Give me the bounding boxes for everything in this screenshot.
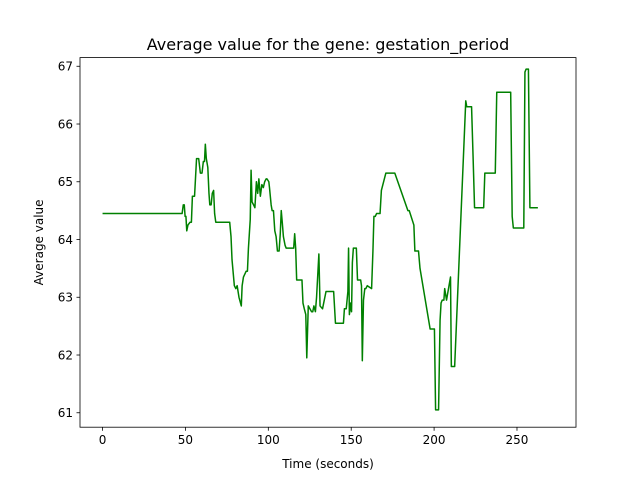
x-tick-label: 100 xyxy=(257,433,280,447)
x-tick-label: 150 xyxy=(340,433,363,447)
x-tick-label: 50 xyxy=(178,433,193,447)
chart-title: Average value for the gene: gestation_pe… xyxy=(147,35,510,55)
y-tick-label: 66 xyxy=(58,117,73,131)
y-tick-label: 62 xyxy=(58,348,73,362)
x-tick-label: 200 xyxy=(423,433,446,447)
x-tick-label: 250 xyxy=(506,433,529,447)
x-axis-label: Time (seconds) xyxy=(281,457,374,471)
y-tick-label: 61 xyxy=(58,406,73,420)
plot-frame xyxy=(79,57,577,428)
y-tick-label: 65 xyxy=(58,175,73,189)
series-line xyxy=(102,68,538,411)
y-tick-label: 63 xyxy=(58,291,73,305)
y-tick-label: 64 xyxy=(58,233,73,247)
y-tick-label: 67 xyxy=(58,60,73,74)
axis-ticks: 0 50 100 150 200 250 61 62 63 64 65 66 67 xyxy=(58,60,529,448)
y-axis-label: Average value xyxy=(32,199,46,285)
x-tick-label: 0 xyxy=(99,433,107,447)
